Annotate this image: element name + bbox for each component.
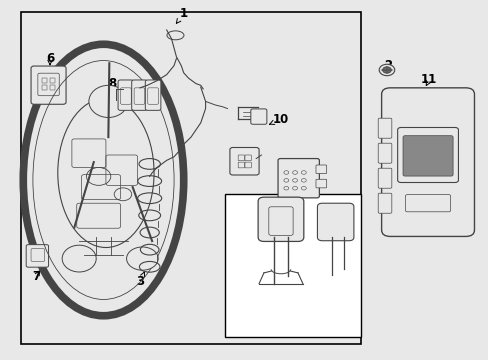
Text: 2: 2: [383, 59, 391, 72]
Text: 5: 5: [233, 148, 244, 162]
FancyBboxPatch shape: [315, 179, 326, 188]
Circle shape: [378, 64, 394, 76]
FancyBboxPatch shape: [402, 136, 452, 176]
FancyBboxPatch shape: [377, 193, 391, 213]
FancyBboxPatch shape: [317, 203, 353, 241]
Text: 10: 10: [269, 113, 288, 126]
Ellipse shape: [89, 85, 127, 117]
FancyBboxPatch shape: [258, 197, 303, 242]
Text: 6: 6: [46, 52, 54, 65]
Bar: [41, 78, 47, 83]
Text: 3: 3: [136, 272, 144, 288]
FancyBboxPatch shape: [315, 165, 326, 174]
Bar: [224, 194, 361, 337]
FancyBboxPatch shape: [377, 118, 391, 138]
Bar: [21, 12, 361, 344]
FancyBboxPatch shape: [229, 148, 259, 175]
Ellipse shape: [23, 44, 183, 316]
Text: 7: 7: [32, 270, 41, 283]
Ellipse shape: [62, 245, 96, 272]
FancyBboxPatch shape: [381, 88, 473, 237]
FancyBboxPatch shape: [278, 158, 319, 198]
FancyBboxPatch shape: [377, 143, 391, 163]
Bar: [49, 85, 55, 90]
FancyBboxPatch shape: [250, 109, 266, 124]
FancyBboxPatch shape: [31, 66, 66, 104]
Text: 9: 9: [229, 302, 241, 315]
FancyBboxPatch shape: [131, 80, 147, 111]
Text: 11: 11: [420, 73, 436, 86]
Text: 1: 1: [176, 8, 187, 23]
FancyBboxPatch shape: [26, 245, 48, 267]
Bar: [41, 85, 47, 90]
Text: 4: 4: [306, 170, 319, 183]
Text: 8: 8: [108, 77, 124, 90]
FancyBboxPatch shape: [145, 80, 161, 111]
Circle shape: [382, 67, 390, 73]
Ellipse shape: [126, 247, 158, 270]
Bar: [49, 78, 55, 83]
FancyBboxPatch shape: [377, 168, 391, 188]
Ellipse shape: [58, 98, 154, 248]
FancyBboxPatch shape: [118, 80, 133, 111]
